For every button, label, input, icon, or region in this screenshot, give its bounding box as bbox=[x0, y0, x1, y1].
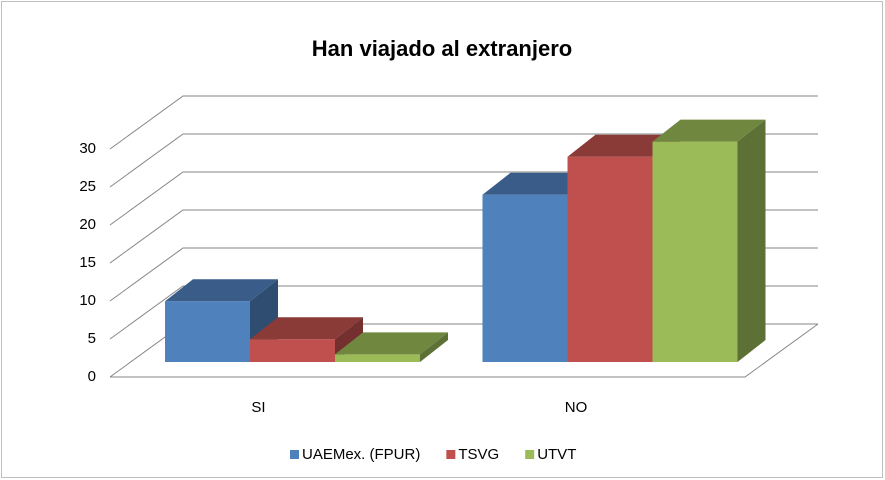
y-tick-label: 15 bbox=[79, 254, 96, 271]
bar bbox=[335, 332, 448, 362]
bar-front bbox=[482, 194, 568, 362]
y-tick-label: 0 bbox=[88, 368, 96, 385]
bar-top bbox=[482, 172, 596, 195]
x-tick-label: NO bbox=[565, 399, 588, 416]
y-tick-label: 25 bbox=[79, 178, 96, 195]
legend-label: TSVG bbox=[458, 446, 499, 463]
grid-line bbox=[109, 95, 818, 150]
legend-swatch bbox=[290, 450, 299, 459]
y-tick-label: 30 bbox=[79, 140, 96, 157]
x-tick-label: SI bbox=[251, 399, 265, 416]
y-tick-label: 10 bbox=[79, 292, 96, 309]
y-tick-label: 20 bbox=[79, 216, 96, 233]
legend-label: UTVT bbox=[537, 446, 576, 463]
legend-swatch bbox=[525, 450, 535, 459]
bar bbox=[652, 119, 766, 362]
y-tick-label: 5 bbox=[88, 330, 96, 347]
bar-top bbox=[335, 332, 448, 355]
legend-swatch bbox=[446, 450, 456, 459]
grid-line bbox=[109, 133, 818, 188]
bar-top bbox=[250, 317, 363, 340]
legend-label: UAEMex. (FPUR) bbox=[302, 446, 420, 463]
bar bbox=[165, 279, 278, 362]
bar-side bbox=[420, 332, 448, 362]
bar-front bbox=[250, 339, 335, 362]
bar-front bbox=[165, 301, 250, 362]
bar-top bbox=[652, 119, 766, 142]
chart-title: Han viajado al extranjero bbox=[312, 36, 572, 61]
bar-top bbox=[165, 279, 278, 302]
grid-line bbox=[110, 323, 819, 378]
bar-front bbox=[567, 156, 653, 362]
bar-top bbox=[567, 134, 681, 157]
bar-front bbox=[652, 141, 738, 362]
bar-side bbox=[737, 119, 766, 362]
bar-front bbox=[335, 354, 420, 362]
